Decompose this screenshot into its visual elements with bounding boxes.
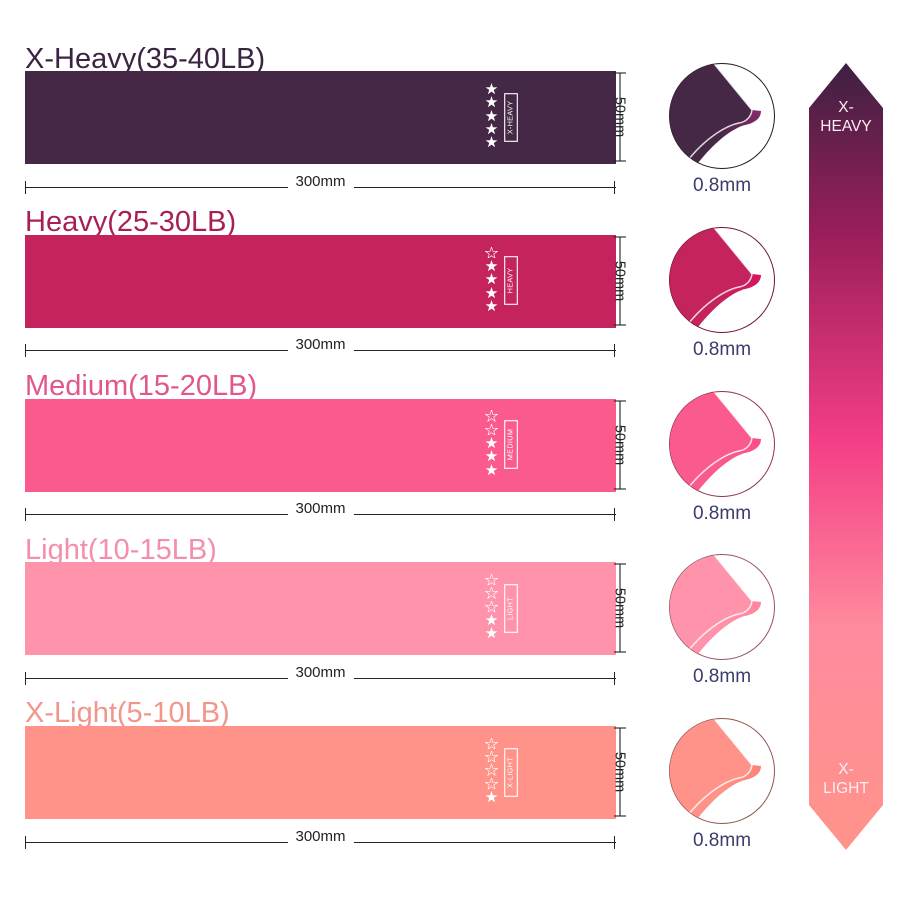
svg-text:X-HEAVY: X-HEAVY bbox=[506, 100, 515, 134]
svg-text:50mm: 50mm bbox=[612, 261, 628, 301]
svg-text:50mm: 50mm bbox=[612, 424, 628, 464]
svg-text:MEDIUM: MEDIUM bbox=[506, 429, 515, 460]
svg-text:50mm: 50mm bbox=[612, 752, 628, 792]
svg-text:LIGHT: LIGHT bbox=[506, 597, 515, 620]
svg-text:50mm: 50mm bbox=[612, 588, 628, 628]
svg-text:HEAVY: HEAVY bbox=[506, 268, 515, 294]
svg-text:X-LIGHT: X-LIGHT bbox=[506, 756, 515, 787]
svg-text:50mm: 50mm bbox=[612, 97, 628, 137]
